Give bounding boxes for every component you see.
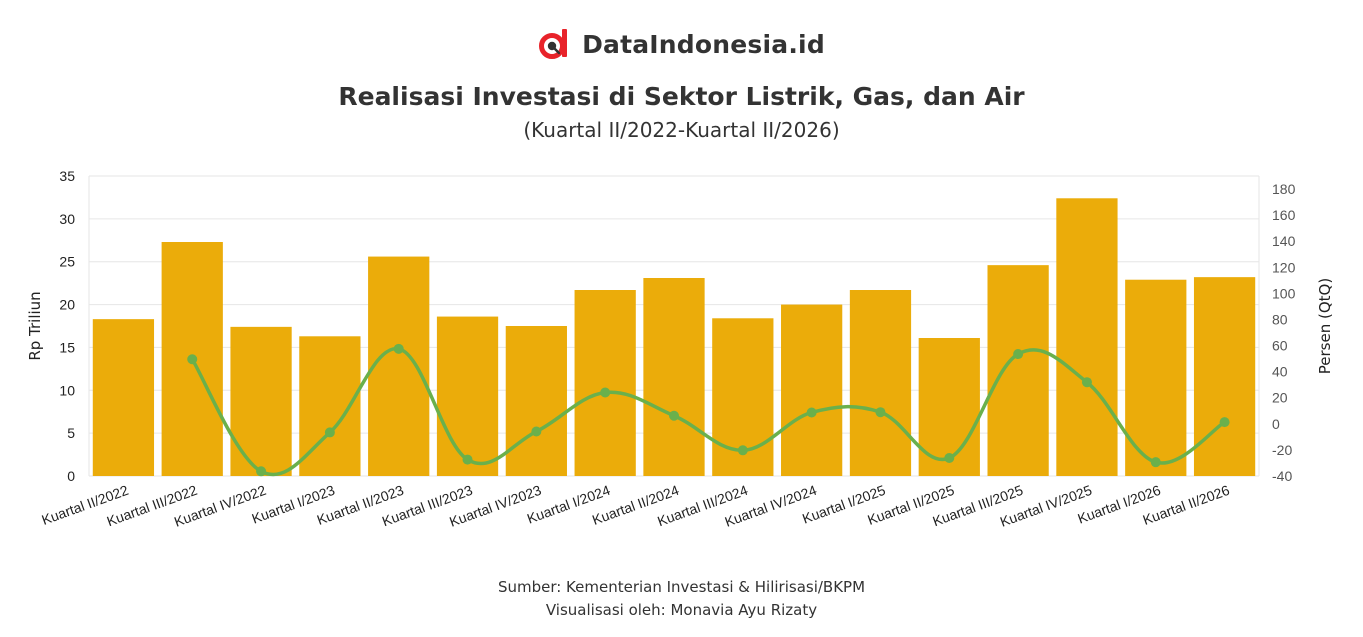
y-tick-label: 20	[59, 297, 75, 313]
line-path	[190, 347, 1226, 477]
line-point	[737, 445, 748, 456]
line-point	[531, 426, 542, 437]
line-point	[600, 387, 611, 398]
y2-tick-label: 140	[1272, 233, 1296, 249]
bar	[436, 316, 499, 476]
y-axis-right-title: Persen (QtQ)	[1316, 278, 1334, 374]
line-point	[187, 354, 198, 365]
y-tick-label: 5	[67, 425, 75, 441]
y-tick-label: 15	[59, 339, 75, 355]
y-axis-right-ticks: -40 -20 0 20 40 60 80 100 120 140 160 180	[1272, 181, 1296, 484]
data-indonesia-logo-icon	[539, 29, 568, 59]
line-series	[187, 343, 1230, 477]
y2-tick-label: 160	[1272, 207, 1296, 223]
y-axis-left-title: Rp Triliun	[26, 291, 44, 360]
y-tick-label: 0	[67, 468, 75, 484]
line-point	[462, 454, 473, 465]
y2-tick-label: 0	[1272, 416, 1280, 432]
bar	[574, 290, 636, 476]
y2-tick-label: 100	[1272, 285, 1296, 301]
line-point	[324, 427, 335, 438]
line-point	[944, 453, 955, 463]
y2-tick-label: 180	[1272, 181, 1296, 197]
y2-tick-label: 80	[1272, 311, 1288, 327]
bar	[1193, 277, 1256, 476]
line-point	[1219, 417, 1230, 428]
credit-note: Visualisasi oleh: Monavia Ayu Rizaty	[545, 601, 818, 619]
line-point	[806, 407, 817, 418]
y2-tick-label: 60	[1272, 338, 1288, 354]
y-tick-label: 30	[59, 211, 75, 227]
y-axis-left-ticks: 0 5 10 15 20 25 30 35	[59, 168, 75, 484]
bar	[987, 265, 1049, 476]
bar-series	[92, 198, 1256, 477]
bar	[849, 290, 912, 476]
y2-tick-label: 120	[1272, 259, 1296, 275]
chart-title: Realisasi Investasi di Sektor Listrik, G…	[338, 82, 1025, 111]
y2-tick-label: -40	[1272, 468, 1292, 484]
source-note: Sumber: Kementerian Investasi & Hilirisa…	[497, 578, 866, 596]
bar	[230, 326, 292, 476]
bar	[505, 326, 567, 476]
bar	[781, 304, 843, 476]
line-point	[1013, 349, 1024, 360]
y2-tick-label: -20	[1272, 442, 1292, 458]
y-tick-label: 25	[59, 254, 75, 270]
bar	[1056, 198, 1118, 477]
line-point	[1150, 457, 1161, 468]
line-point	[256, 466, 267, 477]
chart-subtitle: (Kuartal II/2022-Kuartal II/2026)	[523, 118, 840, 142]
y2-tick-label: 40	[1272, 364, 1288, 380]
line-point	[393, 343, 404, 354]
bar	[368, 256, 430, 476]
brand-header: DataIndonesia.id	[0, 24, 1363, 64]
y-tick-label: 35	[59, 168, 75, 184]
y-tick-label: 10	[59, 382, 75, 398]
line-point	[1081, 377, 1092, 388]
y2-tick-label: 20	[1272, 390, 1288, 406]
footer: Sumber: Kementerian Investasi & Hilirisa…	[0, 576, 1363, 622]
bar	[92, 319, 155, 476]
bar	[643, 278, 705, 476]
bar	[1125, 279, 1187, 476]
line-point	[669, 410, 679, 421]
brand-name: DataIndonesia.id	[582, 29, 825, 59]
line-point	[875, 407, 886, 418]
